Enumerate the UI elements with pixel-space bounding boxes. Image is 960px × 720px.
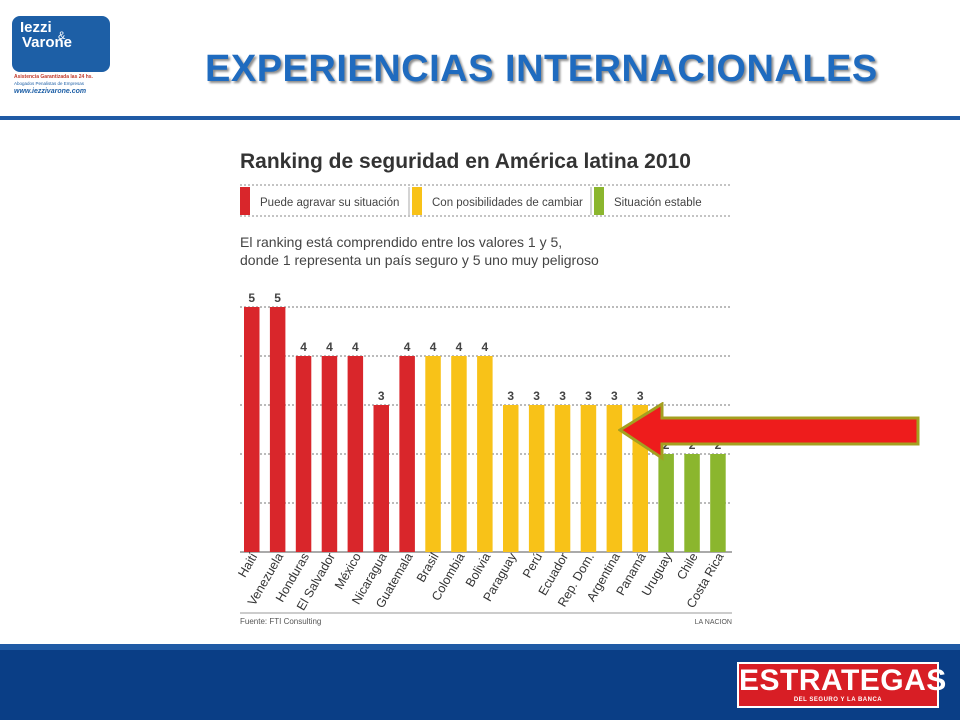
- bar: [373, 405, 389, 552]
- bar: [269, 307, 286, 552]
- bar: [399, 356, 415, 552]
- bar: [503, 405, 519, 552]
- legend-label: Con posibilidades de cambiar: [432, 197, 583, 209]
- data-label: 3: [559, 389, 566, 403]
- chart-title: Ranking de seguridad en América latina 2…: [240, 150, 691, 173]
- data-label: 4: [352, 340, 359, 354]
- data-label: 4: [300, 340, 307, 354]
- brand-subtitle: DEL SEGURO Y LA BANCA: [793, 697, 883, 703]
- data-label: 4: [482, 340, 489, 354]
- company-logo: Iezzi Varone & Asistencia Garantizada la…: [12, 16, 112, 96]
- page-title: EXPERIENCIAS INTERNACIONALES: [205, 48, 878, 90]
- logo-badge: Iezzi Varone &: [12, 16, 110, 72]
- data-label: 3: [637, 389, 644, 403]
- bar: [684, 454, 700, 552]
- bar: [321, 356, 338, 552]
- data-label: 3: [533, 389, 540, 403]
- legend-swatch: [240, 187, 250, 215]
- logo-url: www.iezzivarone.com: [14, 88, 87, 95]
- chart-note: donde 1 representa un país seguro y 5 un…: [240, 252, 599, 268]
- logo-name-line2: Varone: [22, 34, 73, 51]
- bar: [606, 405, 623, 552]
- category-label: Brasil: [414, 551, 442, 585]
- data-label: 4: [326, 340, 333, 354]
- data-label: 3: [507, 389, 514, 403]
- bar: [244, 307, 260, 552]
- category-label: Haití: [235, 550, 260, 580]
- left-arrow-icon: [618, 402, 920, 461]
- data-label: 4: [456, 340, 463, 354]
- category-label: Perú: [520, 550, 545, 580]
- bar: [658, 454, 674, 552]
- logo-tagline: Asistencia Garantizada las 24 hs.: [14, 74, 93, 80]
- legend-swatch: [594, 187, 604, 215]
- logo-name: Iezzi Varone: [20, 20, 72, 50]
- chart-note: El ranking está comprendido entre los va…: [240, 234, 562, 250]
- data-label: 4: [430, 340, 437, 354]
- chart-source: Fuente: FTI Consulting: [240, 617, 321, 626]
- logo-subtitle: Abogados Penalistas de Empresas: [14, 81, 85, 86]
- bar: [425, 356, 441, 552]
- data-label: 3: [611, 389, 618, 403]
- logo-name-line1: Iezzi: [20, 19, 52, 36]
- data-label: 5: [274, 291, 281, 305]
- data-label: 3: [585, 389, 592, 403]
- brand-name: ESTRATEGAS: [739, 664, 947, 697]
- legend-swatch: [412, 187, 422, 215]
- bar: [528, 405, 545, 552]
- bar: [554, 405, 571, 552]
- legend-label: Puede agravar su situación: [260, 197, 399, 209]
- ranking-chart: Ranking de seguridad en América latina 2…: [235, 150, 732, 626]
- chart-publisher: LA NACION: [695, 619, 732, 626]
- legend-label: Situación estable: [614, 197, 702, 209]
- data-label: 4: [404, 340, 411, 354]
- estrategas-logo: ESTRATEGAS DEL SEGURO Y LA BANCA: [737, 662, 947, 708]
- bar: [347, 356, 364, 552]
- bar: [451, 356, 467, 552]
- header-divider: [0, 116, 960, 120]
- category-label: Chile: [674, 550, 700, 582]
- bar: [580, 405, 597, 552]
- logo-ampersand: &: [58, 30, 66, 42]
- footer-divider: [0, 644, 960, 650]
- bar: [295, 356, 312, 552]
- data-label: 3: [378, 389, 385, 403]
- data-label: 5: [248, 291, 255, 305]
- bar: [477, 356, 493, 552]
- bar: [710, 454, 726, 552]
